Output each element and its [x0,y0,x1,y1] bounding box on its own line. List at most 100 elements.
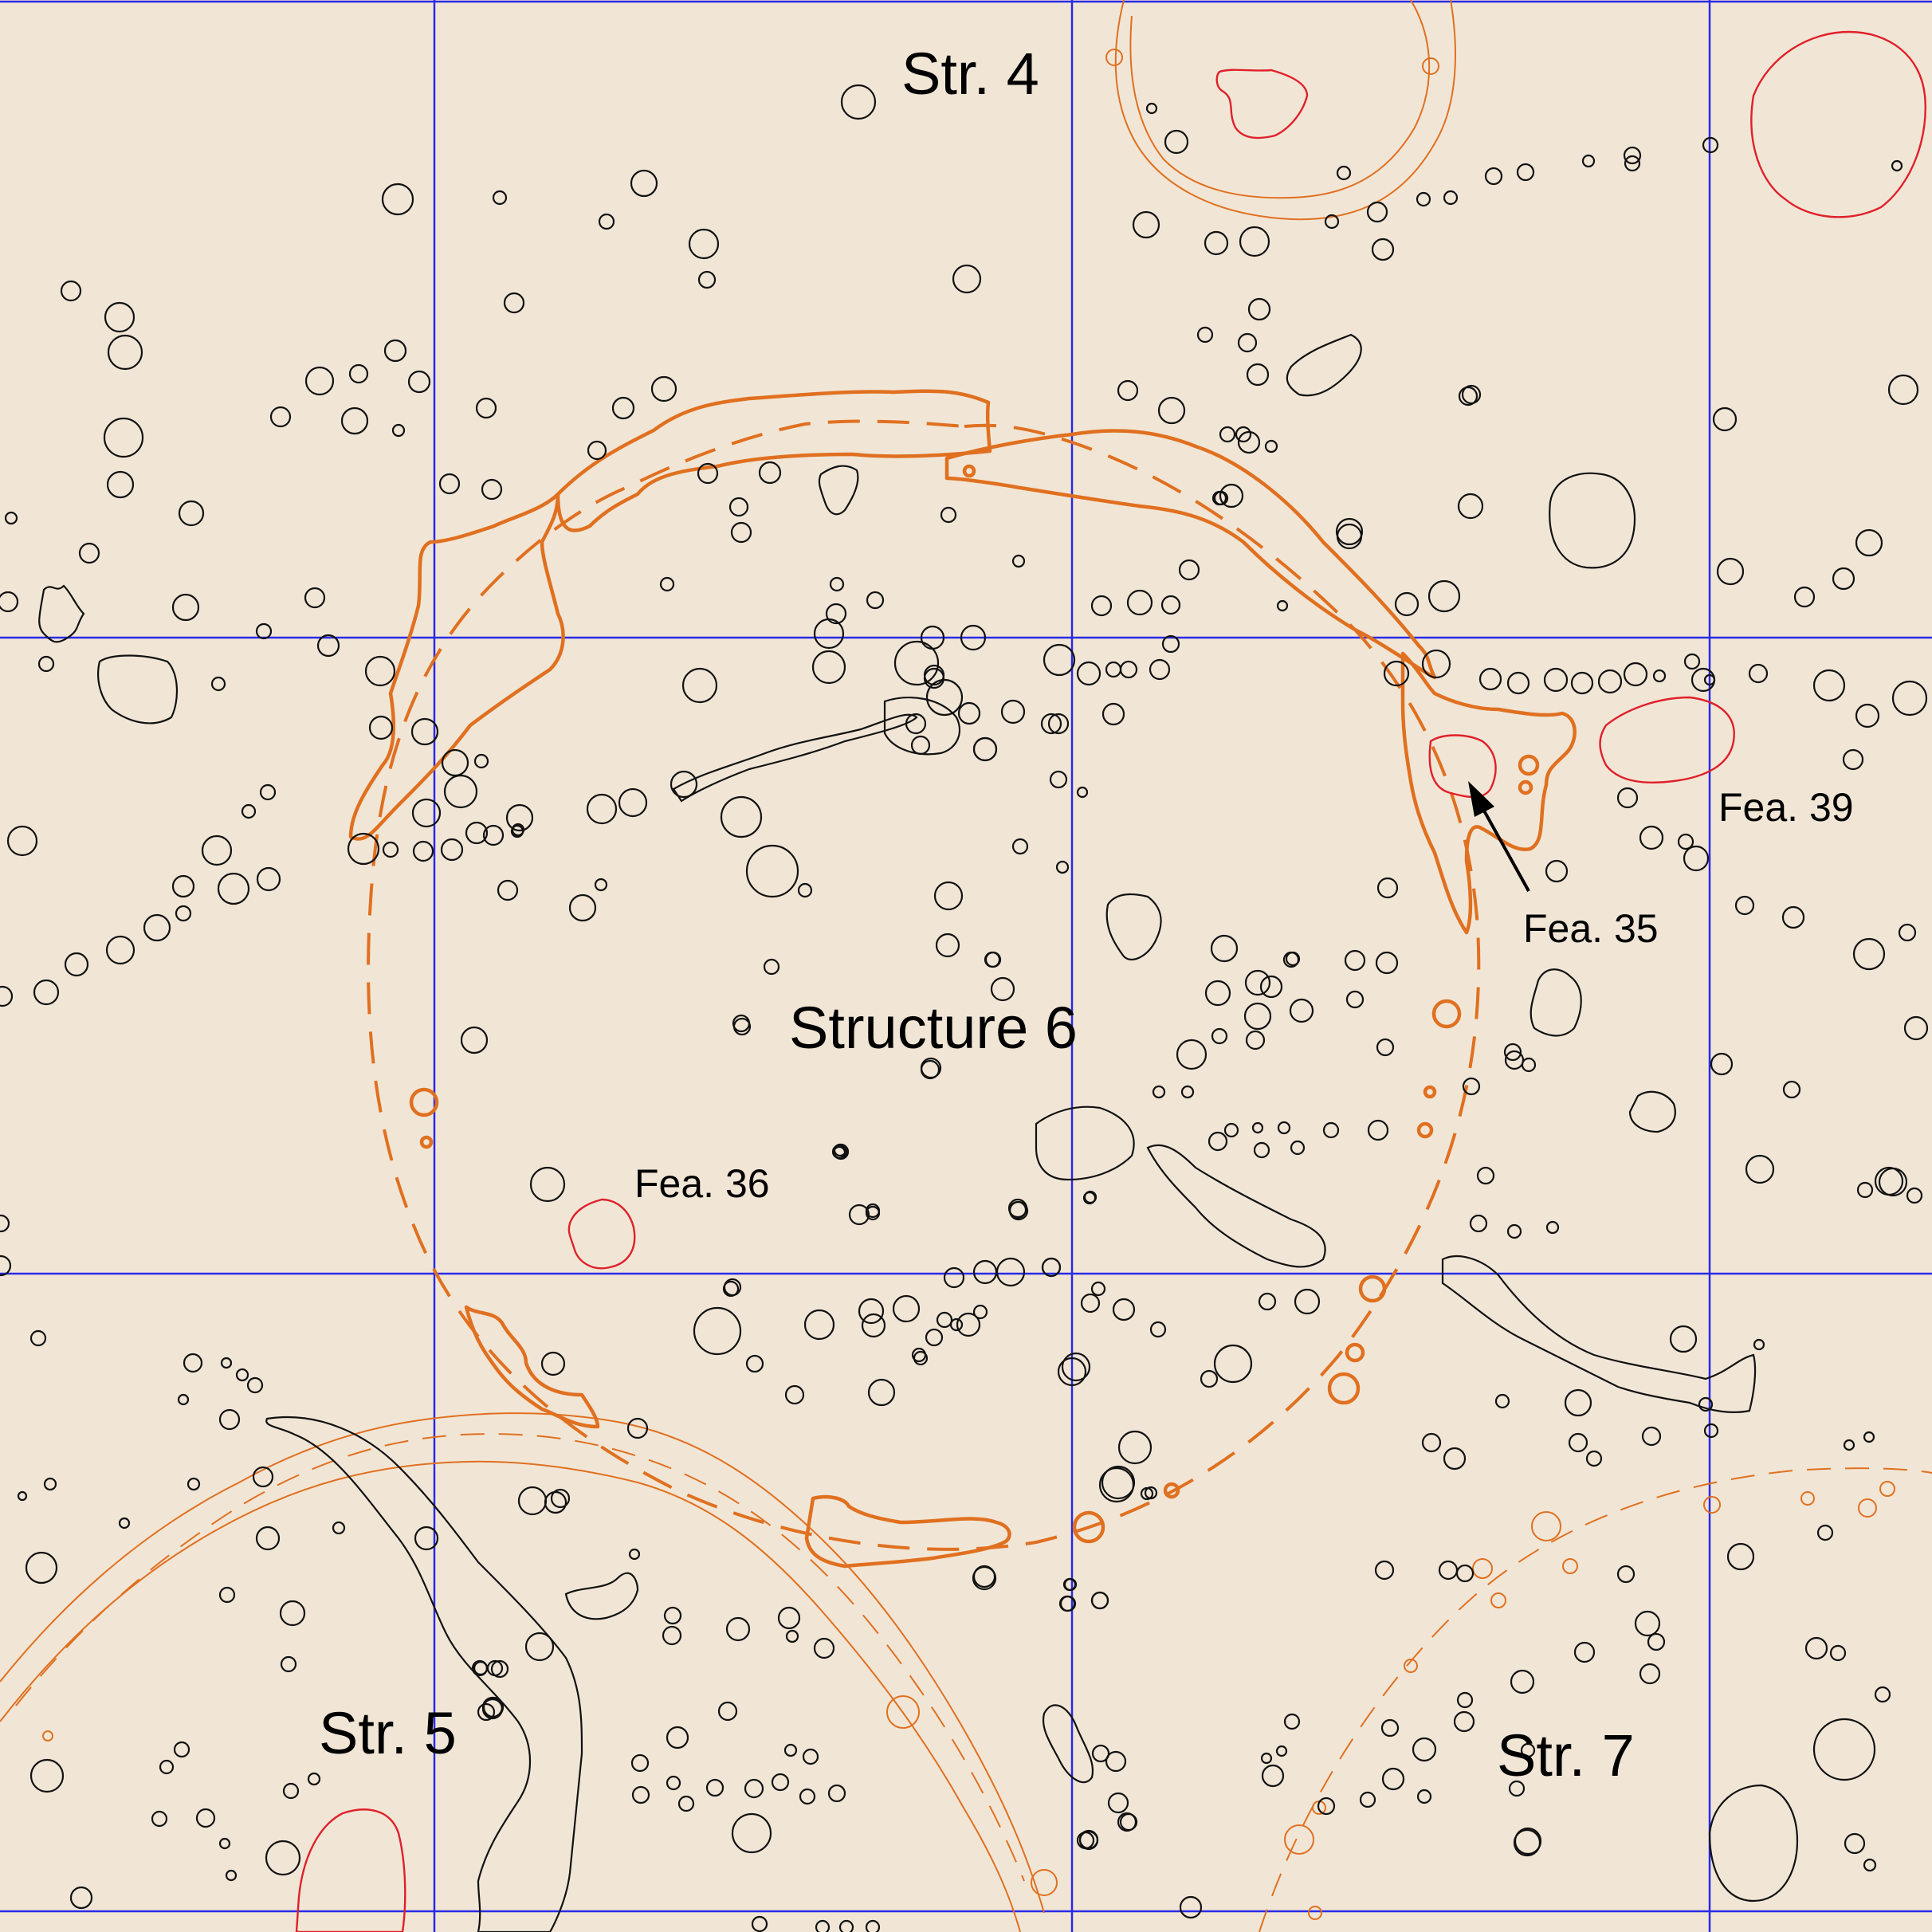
post-mold [1623,146,1642,165]
post-mold [505,803,534,832]
post-mold [1564,1388,1592,1417]
post-mold [1503,1043,1522,1062]
post-mold [1076,661,1101,686]
post-mold [69,1886,93,1910]
post-mold [1324,214,1340,230]
post-mold [1380,1718,1400,1738]
structure-7-postmold [1703,1496,1721,1514]
post-mold [1283,1713,1301,1730]
post-mold [1510,1669,1535,1694]
post-mold [1317,1797,1336,1816]
post-mold [1277,1121,1291,1135]
feature-trench [883,697,960,756]
post-mold [1855,528,1883,557]
structure-6-postmold [1518,754,1540,776]
post-mold [279,1600,306,1627]
post-mold [1669,1325,1698,1353]
post-mold [1906,1187,1923,1204]
post-mold [568,893,597,922]
structure-6-postmold [962,464,976,478]
post-mold [1421,649,1451,679]
post-mold [78,542,100,564]
post-mold [1782,1080,1801,1099]
post-mold [1863,1431,1875,1443]
post-mold [943,1266,965,1289]
post-mold [957,701,981,725]
post-mold [677,1795,695,1812]
post-mold [1091,1744,1110,1763]
post-mold [1178,559,1200,581]
post-mold [1251,1121,1264,1134]
post-mold [1294,1288,1321,1315]
structure-7-postmold [1858,1498,1877,1518]
structure-5-dashed-wall [15,1433,1025,1882]
feature-pit [1035,1105,1135,1181]
post-mold [784,1384,805,1405]
post-mold [688,228,720,260]
post-mold [265,1840,301,1876]
post-mold [1457,493,1484,520]
post-mold [1458,386,1478,406]
post-mold [1180,1085,1195,1099]
post-mold [1076,1831,1095,1850]
post-mold [1366,201,1388,223]
post-mold [1469,1214,1488,1233]
post-mold [252,1466,274,1488]
post-mold [1258,1292,1277,1311]
post-mold [1200,1369,1219,1388]
post-mold [1117,379,1139,402]
structure-5-postmold [1031,1869,1058,1896]
structure-6-postmold [1518,779,1533,795]
post-mold [332,1521,346,1535]
post-mold [972,1565,997,1591]
structure-4-postmold [1105,49,1123,66]
post-mold [1247,297,1271,321]
post-mold [218,1586,236,1604]
structure-7-postmold [1879,1481,1895,1497]
post-mold [511,823,525,837]
structure-5-inner-wall [0,1460,1021,1932]
post-mold [995,1257,1026,1287]
post-mold [0,985,14,1007]
post-mold [1344,949,1366,972]
post-mold [473,1660,489,1676]
post-mold [933,881,964,911]
post-mold [797,882,813,898]
post-mold [925,1328,944,1347]
post-mold [631,1785,650,1804]
post-mold [1208,1131,1228,1152]
structure-4-postmold [1422,57,1439,75]
post-mold [256,866,281,892]
post-mold [1126,589,1153,616]
structure-5-outer-wall [0,1412,1045,1914]
post-mold [1816,1524,1834,1541]
post-mold [1211,1027,1228,1045]
fea-35-arrow [1468,781,1530,892]
post-mold [443,774,478,809]
post-mold [697,462,719,485]
post-mold [1223,1122,1239,1138]
feature-trench [672,713,918,803]
post-mold [1677,833,1694,850]
post-mold [960,624,987,651]
map-labels: Str. 4 Structure 6 Str. 5 Str. 7 Fea. 35… [319,41,1854,1789]
post-mold [1152,1085,1166,1099]
post-mold [1101,1465,1136,1500]
post-mold [1253,1141,1270,1159]
post-mold [1219,483,1244,509]
post-mold [1213,1344,1253,1384]
feature-trench [1441,1255,1757,1414]
post-mold [1157,396,1186,425]
post-mold [1568,1432,1588,1453]
post-mold [1545,859,1569,883]
post-mold [255,622,273,640]
post-mold [831,1144,847,1160]
structure-7-postmold [1531,1511,1561,1541]
post-mold [813,618,845,650]
post-mold [60,280,82,302]
post-mold [477,1702,496,1722]
post-mold [1246,363,1270,387]
post-mold [440,838,464,862]
post-mold [705,1778,724,1797]
